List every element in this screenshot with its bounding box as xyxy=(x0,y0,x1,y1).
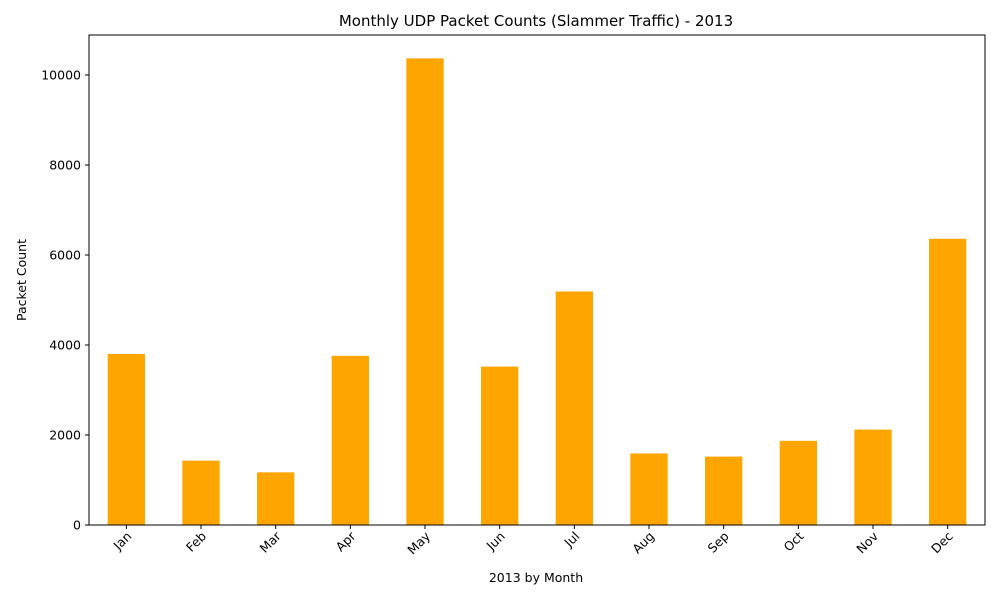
y-tick-label: 10000 xyxy=(41,68,81,83)
bar-feb xyxy=(182,460,220,525)
bar-dec xyxy=(929,238,967,526)
x-tick-label-dec: Dec xyxy=(928,528,956,556)
x-tick-label-jun: Jun xyxy=(483,529,508,554)
plot-frame xyxy=(88,34,986,526)
x-tick-label-oct: Oct xyxy=(781,528,807,554)
x-tick-label-nov: Nov xyxy=(853,528,881,556)
bar-aug xyxy=(630,453,668,525)
x-tick-label-apr: Apr xyxy=(333,528,360,555)
bar-nov xyxy=(854,429,892,525)
y-axis-label: Packet Count xyxy=(14,239,29,321)
chart-title: Monthly UDP Packet Counts (Slammer Traff… xyxy=(339,12,733,30)
bar-apr xyxy=(331,355,369,525)
bar-jan xyxy=(107,354,145,525)
y-tick-label: 0 xyxy=(73,518,81,533)
x-tick-label-feb: Feb xyxy=(183,528,209,554)
x-tick-label-may: May xyxy=(404,528,433,557)
bar-mar xyxy=(257,472,295,525)
y-tick-label: 8000 xyxy=(49,158,81,173)
bar-oct xyxy=(779,440,817,525)
bar-sep xyxy=(705,456,743,525)
bar-jul xyxy=(555,291,593,525)
x-tick-label-jul: Jul xyxy=(560,529,582,551)
bars-layer xyxy=(107,58,967,526)
y-tick-label: 4000 xyxy=(49,338,81,353)
x-tick-label-jan: Jan xyxy=(110,529,135,554)
y-tick-label: 6000 xyxy=(49,248,81,263)
bar-may xyxy=(406,58,444,525)
x-axis-label: 2013 by Month xyxy=(489,570,583,585)
x-tick-label-mar: Mar xyxy=(257,528,285,556)
x-tick-label-sep: Sep xyxy=(705,528,732,555)
x-tick-label-aug: Aug xyxy=(629,529,657,557)
y-tick-label: 2000 xyxy=(49,428,81,443)
bar-jun xyxy=(481,366,519,525)
